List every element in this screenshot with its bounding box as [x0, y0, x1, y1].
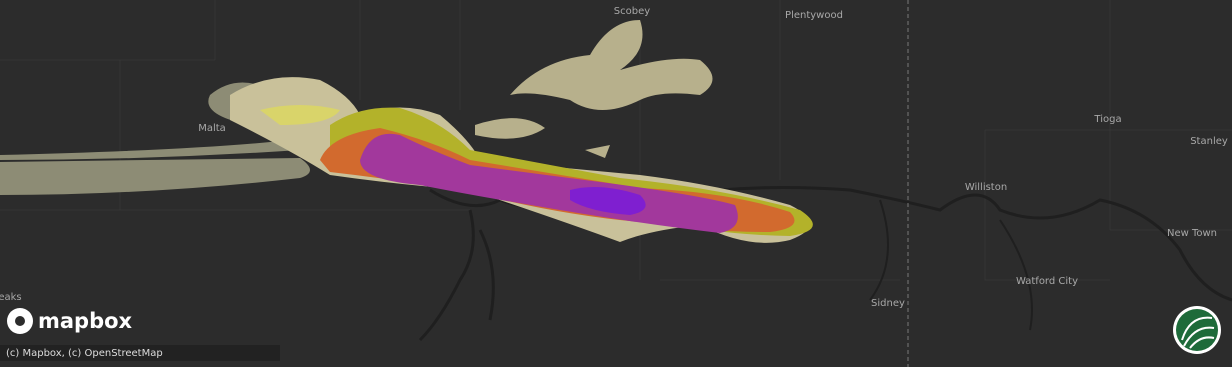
- attribution-bg: [0, 345, 280, 361]
- place-label: New Town: [1167, 228, 1217, 239]
- mapbox-logo[interactable]: mapbox: [7, 308, 133, 334]
- place-label: eaks: [0, 292, 22, 303]
- place-label: Watford City: [1016, 276, 1078, 287]
- brand-badge: [1173, 306, 1221, 354]
- hail-swath: [0, 20, 813, 243]
- county-lines: [0, 0, 1232, 280]
- place-label: Scobey: [614, 6, 650, 17]
- place-label: Malta: [198, 123, 226, 134]
- place-label: Sidney: [871, 298, 905, 309]
- place-label: Plentywood: [785, 10, 843, 21]
- place-label: Tioga: [1093, 114, 1121, 125]
- place-labels: Scobey Plentywood Malta Tioga Stanley Wi…: [0, 6, 1228, 309]
- place-label: Williston: [965, 182, 1007, 193]
- logo-icon-inner: [15, 316, 25, 326]
- logo-text: mapbox: [38, 309, 133, 333]
- attribution[interactable]: (c) Mapbox, (c) OpenStreetMap: [6, 348, 163, 359]
- place-label: Stanley: [1190, 136, 1228, 147]
